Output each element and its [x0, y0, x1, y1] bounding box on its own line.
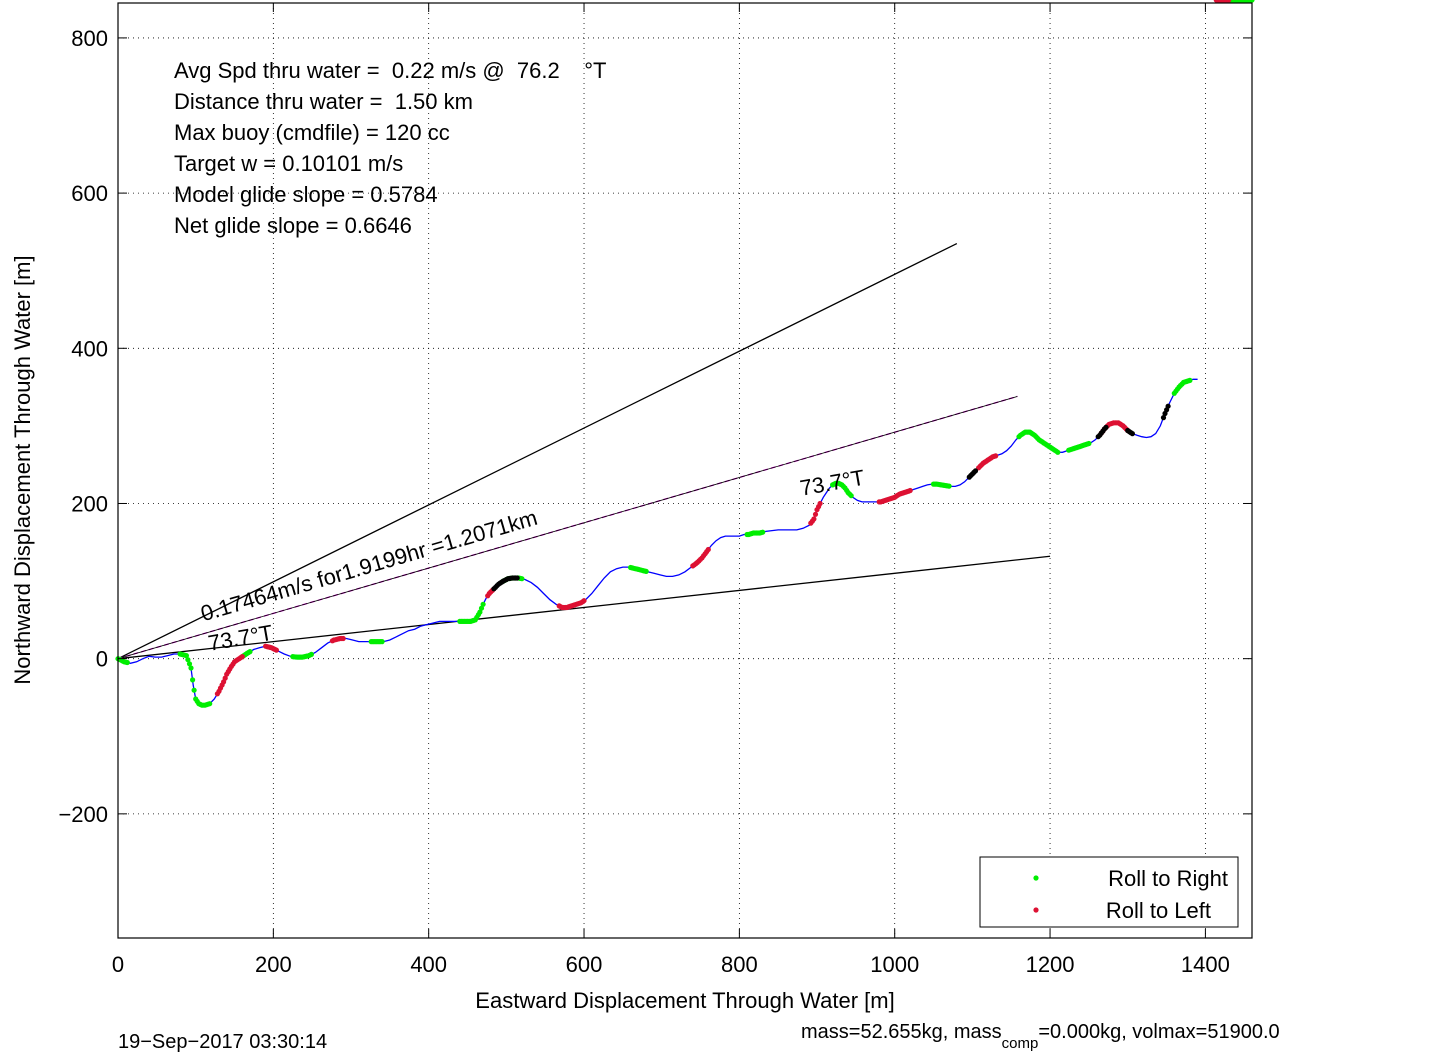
roll-right-point: [760, 529, 766, 535]
roll-right-point: [519, 576, 525, 582]
x-tick-label: 1000: [870, 952, 919, 977]
grid-lines: [117, 3, 1252, 938]
annotation-label: 73.7°T: [798, 465, 866, 501]
roll-other-point: [1160, 415, 1167, 421]
roll-right-point: [478, 605, 485, 611]
roll-right-point: [191, 687, 197, 693]
annotation-label: 0.17464m/s for1.9199hr =1.2071km: [198, 505, 540, 626]
mass-info: mass=52.655kg, masscomp=0.000kg, volmax=…: [801, 1021, 1280, 1052]
track-line: [117, 378, 1198, 706]
mass-info-suffix: =0.000kg, volmax=51900.0: [1038, 1021, 1279, 1043]
legend: Roll to Right Roll to Left: [979, 856, 1239, 928]
roll-left-point: [222, 675, 228, 681]
legend-marker-roll-right: [1033, 875, 1039, 881]
roll-other-point: [1129, 431, 1135, 437]
info-line: Model glide slope = 0.5784: [174, 182, 438, 207]
roll-left-point: [993, 453, 999, 459]
roll-right-point: [480, 601, 486, 607]
x-tick-label: 1400: [1181, 952, 1230, 977]
roll-right-point: [848, 493, 854, 499]
y-tick-label: 400: [71, 336, 108, 361]
roll-right-point: [1249, 0, 1255, 3]
roll-right-point: [183, 653, 189, 659]
roll-other-point: [1103, 424, 1109, 430]
roll-right-point: [207, 701, 213, 707]
x-axis-label: Eastward Displacement Through Water [m]: [475, 988, 894, 1013]
info-line: Max buoy (cmdfile) = 120 cc: [174, 120, 450, 145]
x-tick-label: 200: [255, 952, 292, 977]
plot-frame: [117, 2, 1253, 939]
timestamp: 19−Sep−2017 03:30:14: [118, 1031, 327, 1053]
y-tick-label: 200: [71, 491, 108, 516]
legend-label-roll-right: Roll to Right: [1108, 866, 1228, 891]
y-tick-label: 800: [71, 26, 108, 51]
info-block: Avg Spd thru water = 0.22 m/s @ 76.2 °T D…: [174, 58, 606, 238]
legend-label-roll-left: Roll to Left: [1106, 898, 1211, 923]
x-tick-label: 800: [721, 952, 758, 977]
roll-left-point: [581, 598, 587, 604]
roll-left-point: [811, 516, 817, 522]
mass-info-prefix: mass=52.655kg, mass: [801, 1021, 1002, 1043]
roll-right-point: [379, 639, 385, 645]
roll-right-point: [643, 568, 649, 575]
roll-left-point: [907, 487, 913, 494]
mass-info-subscript: comp: [1002, 1035, 1039, 1052]
reference-lines: [117, 242, 1051, 660]
roll-right-point: [185, 657, 191, 663]
roll-left-point: [817, 500, 823, 507]
x-tick-label: 400: [410, 952, 447, 977]
glider-track: [117, 378, 1198, 706]
annotation-label: 73.7°T: [206, 620, 274, 656]
info-line: Avg Spd thru water = 0.22 m/s @ 76.2 °T: [174, 58, 606, 83]
roll-right-point: [477, 609, 483, 615]
roll-right-point: [124, 659, 130, 666]
roll-right-point: [1055, 449, 1061, 455]
reference-line: [117, 555, 1051, 660]
roll-markers: [115, 0, 1255, 708]
info-line: Target w = 0.10101 m/s: [174, 151, 403, 176]
y-axis-label: Northward Displacement Through Water [m]: [10, 255, 35, 684]
reference-line-base: [117, 396, 1018, 660]
info-line: Net glide slope = 0.6646: [174, 213, 412, 238]
y-tick-label: 600: [71, 181, 108, 206]
roll-right-point: [308, 651, 314, 658]
roll-right-point: [186, 661, 193, 667]
x-tick-label: 0: [112, 952, 124, 977]
x-tick-label: 1200: [1026, 952, 1075, 977]
roll-left-point: [239, 654, 245, 660]
roll-left-point: [705, 546, 711, 553]
y-tick-label: −200: [58, 802, 108, 827]
x-tick-label: 600: [566, 952, 603, 977]
roll-right-point: [247, 649, 253, 655]
legend-marker-roll-left: [1033, 907, 1039, 913]
y-tick-label: 0: [96, 647, 108, 672]
roll-left-point: [812, 511, 819, 517]
axis-ticks: 0 200 400 600 800 1000 1200 1400 −200 0 200 400 600 8…: [58, 3, 1252, 977]
roll-left-point: [1226, 0, 1232, 3]
roll-left-point: [273, 647, 279, 653]
reference-line: [117, 242, 958, 660]
roll-right-point: [188, 665, 194, 671]
roll-left-point: [340, 635, 346, 642]
roll-other-point: [514, 575, 520, 581]
info-line: Distance thru water = 1.50 km: [174, 89, 473, 114]
annotations: 0.17464m/s for1.9199hr =1.2071km73.7°T73…: [198, 465, 867, 656]
roll-right-point: [1086, 440, 1092, 447]
roll-right-point: [946, 483, 952, 489]
roll-right-point: [190, 677, 196, 683]
roll-other-point: [1165, 403, 1171, 409]
legend-box: [979, 856, 1239, 928]
roll-right-point: [1187, 377, 1193, 383]
roll-other-point: [972, 468, 979, 474]
